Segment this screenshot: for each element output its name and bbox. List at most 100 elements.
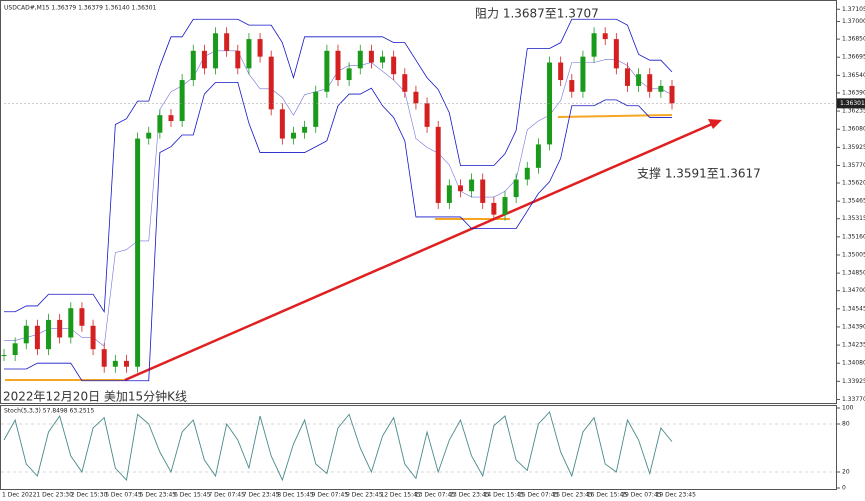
arrow-head: [708, 119, 722, 129]
candle: [123, 360, 129, 367]
candle: [602, 33, 608, 40]
candle: [90, 325, 96, 350]
x-tick-label: 1 Dec 2022: [2, 492, 37, 499]
candle: [23, 325, 29, 344]
y-tick-label: 100: [842, 405, 854, 412]
candle: [46, 319, 52, 350]
candle: [636, 74, 642, 86]
x-tick-label: 16 Dec 15:45: [587, 492, 628, 499]
y-tick-label: 20: [842, 469, 850, 476]
candle: [324, 50, 330, 92]
candle: [480, 179, 486, 203]
candle: [157, 115, 163, 133]
y-tick-label: 1.34235: [842, 342, 865, 349]
band-lower: [4, 81, 672, 382]
y-tick-label: 1.35925: [842, 144, 865, 151]
candle: [380, 56, 386, 63]
candle: [558, 62, 564, 81]
candle: [424, 103, 430, 127]
price-panel: [0, 0, 837, 404]
y-tick-label: 1.36235: [842, 108, 865, 115]
band-upper: [4, 18, 673, 314]
y-tick-label: 1.36390: [842, 89, 865, 96]
x-tick-label: 7 Dec 23:45: [243, 492, 280, 499]
x-tick-label: 1 Dec 23:30: [36, 492, 73, 499]
candle: [235, 50, 241, 69]
candle: [391, 56, 397, 75]
x-tick-label: 15 Dec 07:45: [518, 492, 559, 499]
x-tick-label: 19 Dec 07:45: [621, 492, 662, 499]
candle: [624, 68, 630, 86]
stoch-title: Stoch(5,3,3) 57.8498 63.2515: [4, 408, 95, 415]
candle: [457, 185, 463, 192]
y-tick-label: 1.35620: [842, 180, 865, 187]
candle: [580, 56, 586, 92]
x-tick-label: 19 Dec 23:45: [656, 492, 697, 499]
candle: [591, 33, 597, 57]
y-tick-label: 1.34390: [842, 323, 865, 330]
candle: [613, 39, 619, 69]
y-tick-label: 1.34700: [842, 287, 865, 294]
current-price-box: [837, 98, 865, 109]
candle: [491, 202, 497, 215]
candle: [101, 349, 107, 367]
candle: [669, 85, 675, 104]
candle: [34, 325, 40, 350]
y-tick-label: 1.35465: [842, 198, 865, 205]
y-tick-label: 1.34080: [842, 360, 865, 367]
candle: [79, 308, 85, 326]
y-tick-label: 1.35160: [842, 233, 865, 240]
y-tick-label: 1.35770: [842, 162, 865, 169]
candle: [168, 115, 174, 122]
candle: [346, 68, 352, 81]
candle: [290, 132, 296, 139]
x-tick-label: 13 Dec 07:45: [415, 492, 456, 499]
x-tick-label: 5 Dec 23:45: [140, 492, 177, 499]
stoch-line: [3, 411, 673, 482]
support-line: [557, 114, 673, 118]
y-tick-label: 1.36695: [842, 54, 865, 61]
trend-line: [124, 122, 713, 382]
y-tick-label: 1.36850: [842, 36, 865, 43]
y-tick-label: 1.37000: [842, 18, 865, 25]
y-tick-label: 1.35005: [842, 251, 865, 258]
candle: [335, 50, 341, 81]
current-price-label: 1.36301: [840, 100, 865, 107]
candle: [179, 80, 185, 122]
candle: [68, 308, 74, 338]
x-tick-label: 2 Dec 15:30: [71, 492, 108, 499]
candle: [224, 33, 230, 51]
stoch-panel: [0, 405, 837, 490]
candle: [658, 85, 664, 92]
candle: [413, 91, 419, 104]
candle: [368, 50, 374, 63]
candle: [279, 109, 285, 139]
candle: [201, 50, 207, 69]
y-tick-label: 1.35315: [842, 215, 865, 222]
caption: 2022年12月20日 美加15分钟K线: [3, 389, 187, 404]
x-tick-label: 9 Dec 07:45: [312, 492, 349, 499]
candle: [569, 80, 575, 92]
candle: [1, 355, 7, 357]
candle: [57, 319, 63, 338]
candle: [524, 167, 530, 180]
candle: [535, 144, 541, 168]
y-tick-label: 0: [842, 485, 846, 492]
support-label: 支撑 1.3591至1.3617: [637, 166, 761, 181]
x-tick-label: 12 Dec 15:45: [380, 492, 421, 499]
candle: [268, 56, 274, 110]
candle: [647, 74, 653, 92]
candle: [112, 360, 118, 367]
candle: [435, 126, 441, 203]
candle: [257, 39, 263, 57]
x-tick-label: 7 Dec 07:45: [208, 492, 245, 499]
candle: [146, 132, 152, 139]
x-tick-label: 15 Dec 23:45: [552, 492, 593, 499]
candle: [213, 33, 219, 69]
candle: [357, 50, 363, 69]
candle: [12, 343, 18, 356]
candle: [513, 179, 519, 198]
candle: [246, 39, 252, 69]
y-tick-label: 1.36540: [842, 72, 865, 79]
